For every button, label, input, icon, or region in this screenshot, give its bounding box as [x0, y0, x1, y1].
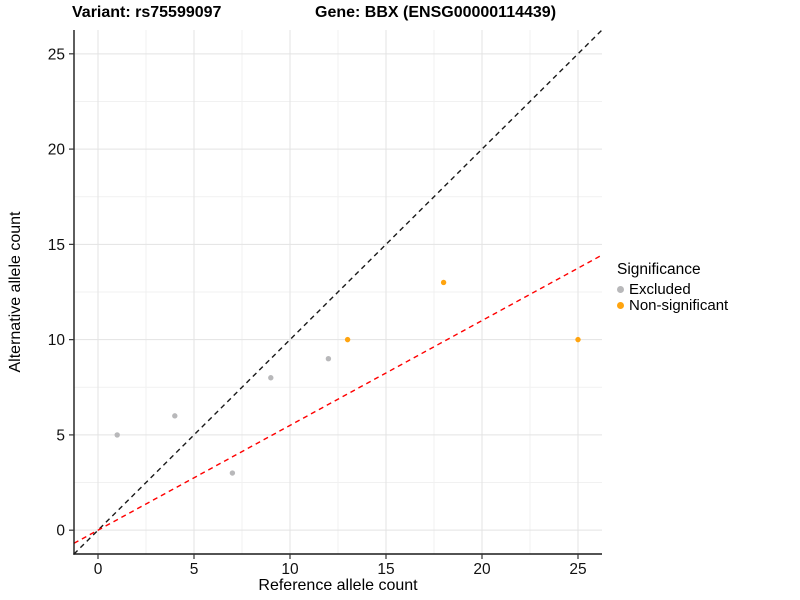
y-tick-label: 0 [56, 523, 65, 540]
excluded-swatch-icon [617, 285, 624, 293]
legend-item-non-significant: Non-significant [617, 296, 729, 314]
x-tick-label: 10 [281, 561, 299, 578]
y-tick-label: 15 [48, 237, 65, 254]
data-point-excluded [229, 470, 236, 476]
data-point-non-significant [575, 336, 581, 343]
y-tick-label: 20 [48, 142, 66, 159]
legend-label-excluded: Excluded [629, 280, 691, 298]
legend-title: Significance [617, 261, 701, 278]
legend-item-excluded: Excluded [617, 280, 728, 298]
data-point-non-significant [440, 279, 447, 286]
x-axis-label: Reference allele count [258, 577, 418, 594]
data-point-excluded [268, 375, 274, 381]
x-tick-label: 5 [190, 561, 199, 578]
x-tick-label: 20 [473, 561, 491, 578]
legend-label-non-significant: Non-significant [629, 296, 729, 314]
x-tick-label: 25 [569, 561, 586, 578]
x-tick-label: 0 [94, 561, 103, 578]
data-point-non-significant [344, 336, 351, 343]
data-point-excluded [325, 355, 332, 362]
ratio-line [73, 254, 603, 544]
legend: Significance Excluded Non-significant [617, 261, 729, 314]
data-point-excluded [114, 432, 120, 438]
data-point-excluded [172, 413, 178, 419]
variant-title: Variant: rs75599097 [72, 4, 222, 21]
identity-line [73, 29, 603, 555]
y-tick-label: 10 [48, 332, 66, 349]
y-tick-label: 5 [56, 427, 65, 444]
y-tick-label: 25 [48, 46, 65, 63]
gene-title: Gene: BBX (ENSG00000114439) [315, 4, 557, 21]
x-tick-label: 15 [377, 561, 394, 578]
non-significant-swatch-icon [617, 301, 624, 309]
y-axis-label: Alternative allele count [7, 211, 24, 373]
